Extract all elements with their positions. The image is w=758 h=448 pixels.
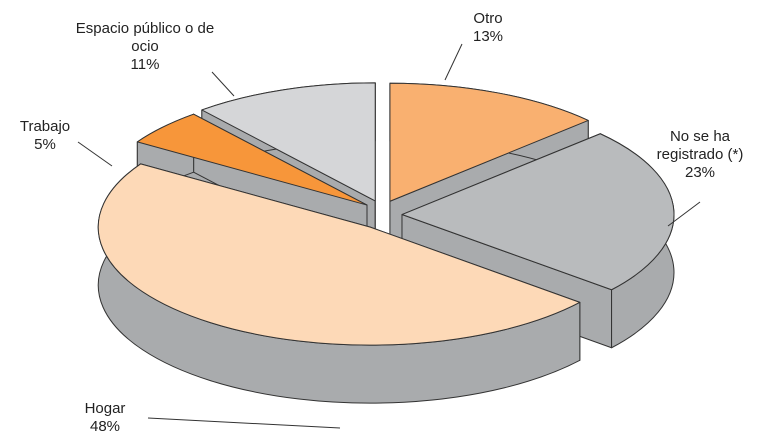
slice-name: Hogar <box>84 400 126 417</box>
slice <box>97 163 581 404</box>
slice-name: Espacio público o de ocio <box>75 20 215 55</box>
slice-percent: 11% <box>130 56 160 73</box>
leader-line <box>444 43 463 81</box>
leader-line <box>147 417 341 429</box>
slice-percent: 48% <box>89 418 121 435</box>
slice-label: Espacio público o de ocio 11% <box>60 20 230 74</box>
slice-top <box>389 82 589 202</box>
slice-percent: 13% <box>472 28 504 45</box>
slice-label: Otro 13% <box>448 10 528 46</box>
slice-top <box>401 133 675 291</box>
slice-label: Hogar 48% <box>60 400 150 436</box>
slice-top <box>136 113 368 206</box>
leader-line <box>211 71 235 97</box>
slice-label: No se ha registrado (*) 23% <box>640 128 758 182</box>
slice-percent: 5% <box>34 136 56 153</box>
leader-line <box>77 141 113 167</box>
slice-name: Trabajo <box>19 118 71 135</box>
slice-name: Otro <box>473 10 503 27</box>
slice-name: No se ha registrado (*) <box>656 128 744 163</box>
slice-top <box>97 163 581 346</box>
slice-label: Trabajo 5% <box>0 118 90 154</box>
slice-percent: 23% <box>684 164 716 181</box>
leader-line <box>667 201 701 227</box>
slice-top <box>201 82 376 202</box>
